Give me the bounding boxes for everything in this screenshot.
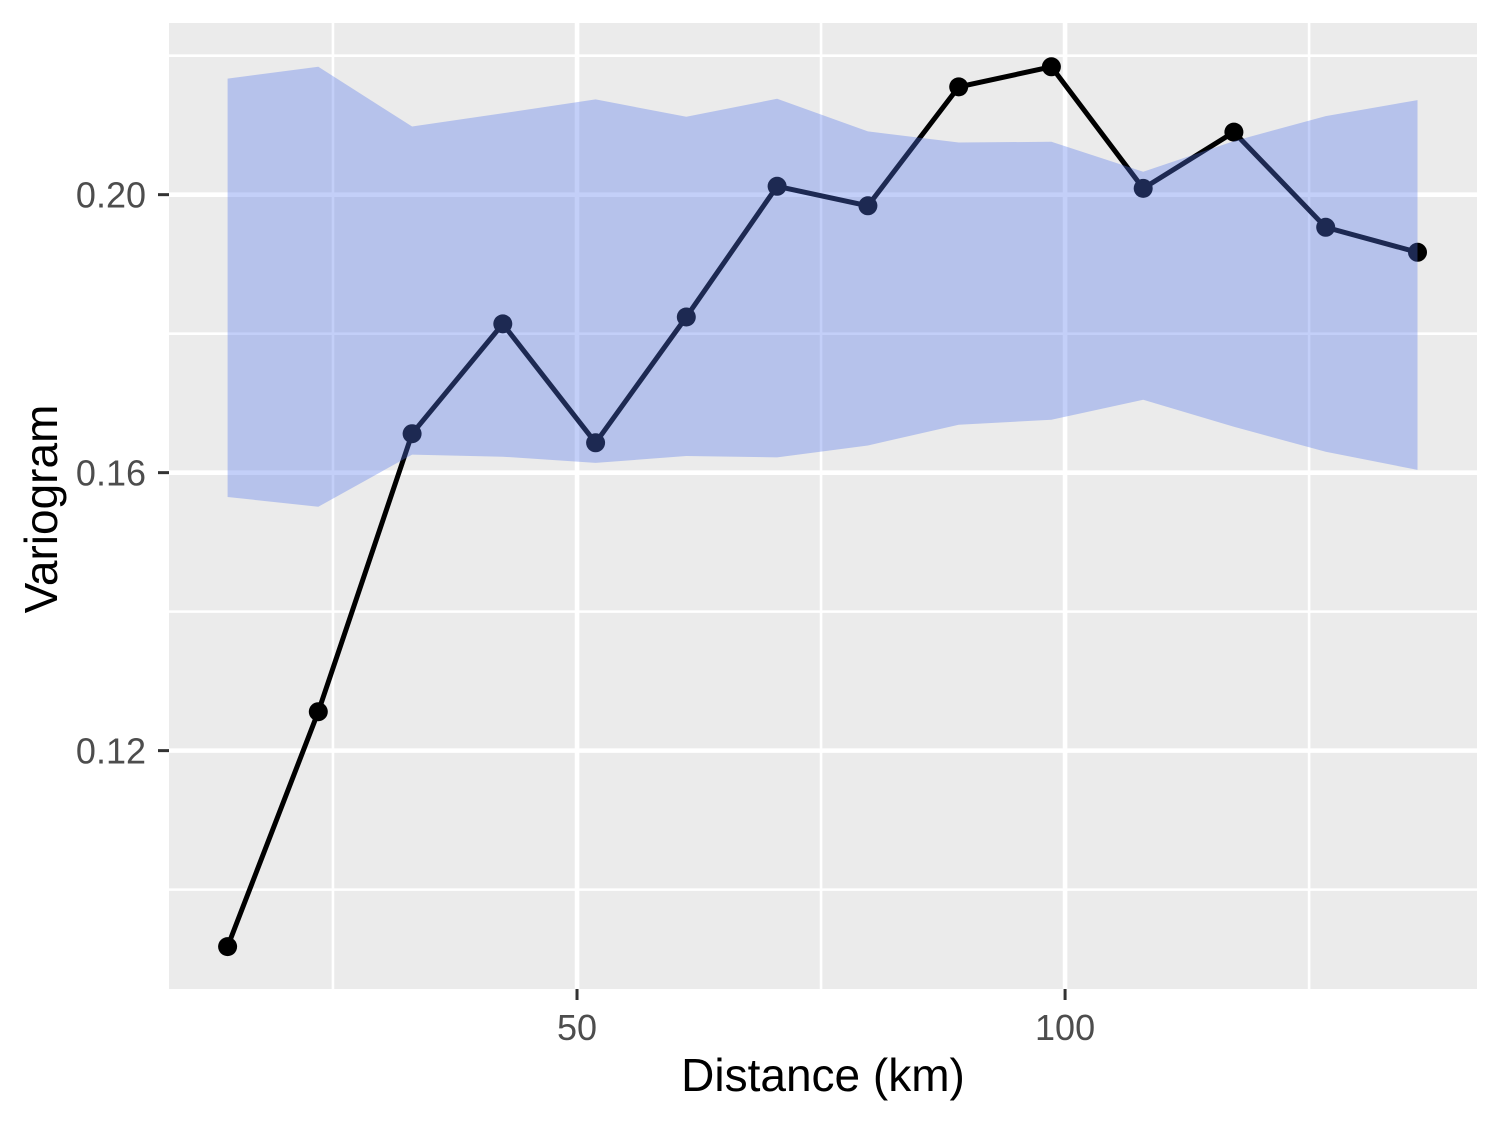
- x-tick-label: 50: [557, 1007, 597, 1048]
- y-tick-label: 0.20: [76, 175, 146, 216]
- data-point: [402, 424, 422, 444]
- confidence-ribbon: [227, 66, 1418, 507]
- plot-panel: [169, 23, 1477, 989]
- y-tick-label: 0.16: [76, 453, 146, 494]
- data-point: [676, 307, 696, 327]
- data-point: [218, 937, 238, 957]
- data-point: [767, 176, 787, 196]
- data-point: [308, 702, 328, 722]
- variogram-line: [225, 64, 1419, 948]
- x-axis-title: Distance (km): [681, 1049, 965, 1101]
- data-point: [1133, 178, 1153, 198]
- y-axis-title: Variogram: [15, 405, 67, 614]
- x-tick-label: 100: [1035, 1007, 1095, 1048]
- data-point: [493, 314, 513, 334]
- y-axis: 0.12 0.16 0.20: [76, 175, 169, 772]
- data-point: [1041, 57, 1061, 77]
- data-point: [858, 196, 878, 216]
- x-axis: 50 100: [557, 989, 1095, 1048]
- data-point: [586, 433, 606, 453]
- y-tick-label: 0.12: [76, 731, 146, 772]
- data-point: [1408, 242, 1427, 262]
- data-point: [949, 77, 969, 97]
- data-point: [1316, 217, 1336, 237]
- data-point: [1224, 122, 1244, 142]
